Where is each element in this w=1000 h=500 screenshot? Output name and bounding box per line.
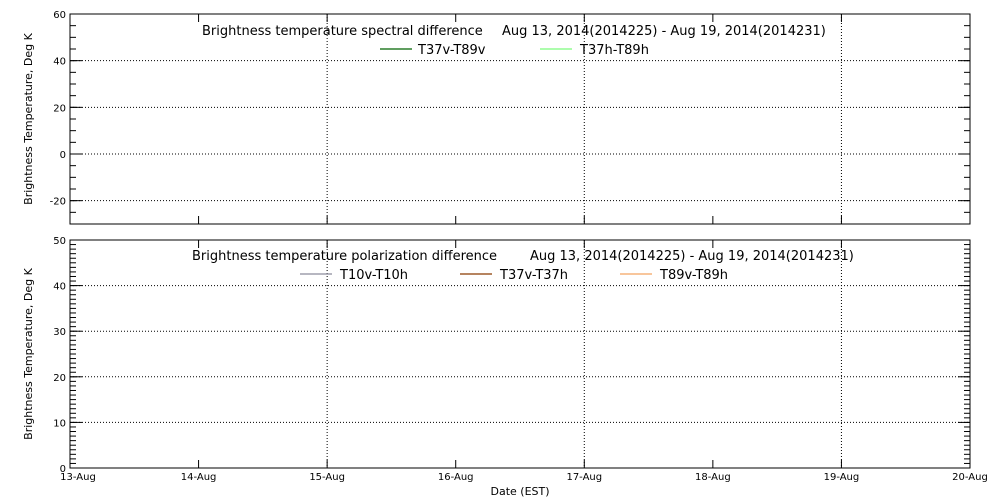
legend-item: T37h-T89h <box>540 43 649 58</box>
x-tick-label: 15-Aug <box>309 472 345 483</box>
legend-item: T37v-T89v <box>380 43 486 58</box>
x-tick-label: 20-Aug <box>952 472 988 483</box>
x-tick-label: 18-Aug <box>695 472 731 483</box>
x-tick-labels: 13-Aug 14-Aug 15-Aug 16-Aug 17-Aug 18-Aug 19-A… <box>60 472 988 483</box>
x-tick-label: 16-Aug <box>438 472 474 483</box>
grid-lines <box>70 240 970 468</box>
y-tick-label: 50 <box>53 236 66 247</box>
y-tick-label: -20 <box>50 197 66 208</box>
grid-lines <box>70 14 970 224</box>
date-range: Aug 13, 2014(2014225) - Aug 19, 2014(201… <box>502 24 826 39</box>
y-tick-labels: 60 40 20 0 -20 <box>50 10 66 208</box>
y-tick-label: 40 <box>53 282 66 293</box>
chart-title: Brightness temperature polarization diff… <box>192 249 497 264</box>
x-tick-label: 14-Aug <box>181 472 217 483</box>
y-axis-label: Brightness Temperature, Deg K <box>22 267 35 439</box>
y-tick-label: 40 <box>53 57 66 68</box>
legend-item: T89v-T89h <box>620 268 728 283</box>
x-tick-label: 13-Aug <box>60 472 96 483</box>
legend-label: T37v-T37h <box>499 268 568 283</box>
y-tick-label: 30 <box>53 327 66 338</box>
y-axis-label: Brightness Temperature, Deg K <box>22 32 35 204</box>
legend-label: T37h-T89h <box>579 43 649 58</box>
x-axis-label: Date (EST) <box>490 485 549 498</box>
x-tick-label: 17-Aug <box>566 472 602 483</box>
legend: T10v-T10h T37v-T37h T89v-T89h <box>300 268 728 283</box>
y-tick-label: 0 <box>60 150 66 161</box>
legend-item: T10v-T10h <box>300 268 408 283</box>
legend-item: T37v-T37h <box>460 268 568 283</box>
spectral-difference-panel: 60 40 20 0 -20 Brightness temperature spectr… <box>22 10 971 225</box>
legend-label: T89v-T89h <box>659 268 728 283</box>
y-tick-label: 60 <box>53 10 66 21</box>
y-tick-label: 0 <box>60 464 66 475</box>
legend: T37v-T89v T37h-T89h <box>380 43 649 58</box>
y-tick-label: 20 <box>53 373 66 384</box>
date-range: Aug 13, 2014(2014225) - Aug 19, 2014(201… <box>530 249 854 264</box>
y-tick-label: 20 <box>53 103 66 114</box>
x-tick-label: 19-Aug <box>824 472 860 483</box>
chart-title: Brightness temperature spectral differen… <box>202 24 483 39</box>
y-tick-label: 10 <box>53 418 66 429</box>
legend-label: T37v-T89v <box>417 43 486 58</box>
y-tick-labels: 50 40 30 20 10 0 <box>53 236 66 475</box>
y-ticks <box>69 13 971 225</box>
plot-frame <box>69 13 971 225</box>
polarization-difference-panel: 50 40 30 20 10 0 Brightness temperature polar… <box>22 236 988 498</box>
legend-label: T10v-T10h <box>339 268 408 283</box>
